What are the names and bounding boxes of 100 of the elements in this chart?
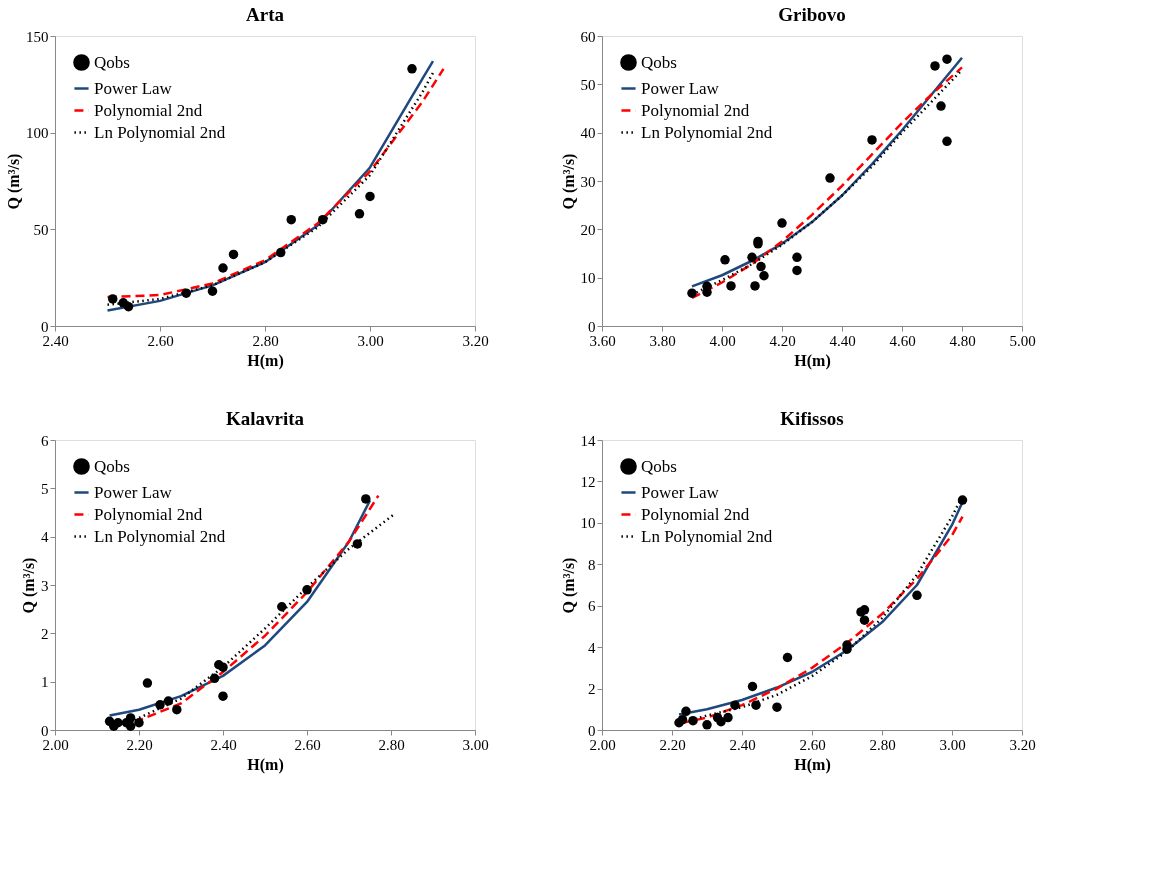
- point: [125, 713, 136, 723]
- y-tick-label: 2: [588, 681, 596, 698]
- chart-title: Kalavrita: [225, 408, 305, 429]
- point: [942, 136, 952, 147]
- point: [209, 673, 220, 684]
- point: [726, 281, 736, 291]
- point: [113, 718, 123, 728]
- x-tick-label: 2.60: [294, 736, 321, 753]
- x-tick-label: 2.20: [126, 736, 153, 753]
- legend-label: Qobs: [641, 456, 677, 476]
- x-tick-label: 4.60: [889, 332, 916, 349]
- x-tick-label: 2.80: [869, 736, 896, 753]
- y-tick-label: 0: [41, 318, 49, 335]
- legend-label: Power Law: [94, 482, 173, 502]
- point: [936, 101, 946, 111]
- point: [747, 681, 758, 692]
- y-tick-label: 100: [26, 125, 49, 142]
- x-tick-label: 3.00: [462, 736, 489, 753]
- point: [365, 191, 375, 202]
- x-tick-label: 2.60: [147, 332, 174, 349]
- point: [792, 252, 802, 263]
- point: [687, 288, 697, 298]
- y-tick-label: 150: [26, 28, 49, 45]
- point: [792, 265, 802, 276]
- y-tick-label: 0: [41, 722, 49, 739]
- y-tick-label: 6: [588, 598, 596, 615]
- legend-label: Polynomial 2nd: [641, 100, 750, 120]
- y-tick-label: 4: [588, 639, 596, 656]
- point: [218, 691, 228, 701]
- point: [772, 702, 782, 712]
- x-tick-label: 3.00: [357, 332, 384, 349]
- x-tick-label: 3.20: [462, 332, 489, 349]
- x-tick-label: 4.80: [949, 332, 976, 349]
- point: [286, 214, 296, 225]
- y-tick-label: 6: [41, 432, 49, 449]
- chart-title: Gribovo: [778, 4, 846, 25]
- point: [354, 209, 365, 219]
- x-axis-title: H(m): [247, 351, 284, 370]
- y-tick-label: 50: [580, 76, 596, 93]
- y-tick-label: 50: [33, 221, 49, 238]
- y-tick-label: 60: [580, 28, 596, 45]
- legend-label: Qobs: [641, 52, 677, 72]
- x-tick-label: 2.20: [659, 736, 686, 753]
- point: [318, 214, 328, 225]
- point: [751, 700, 761, 710]
- point: [181, 288, 191, 298]
- point: [702, 720, 712, 730]
- x-axis-title: H(m): [794, 351, 831, 370]
- point: [930, 61, 940, 71]
- point: [142, 678, 153, 688]
- x-tick-label: 2.60: [799, 736, 826, 753]
- y-tick-label: 40: [580, 125, 596, 142]
- y-axis-title: Q (m³/s): [559, 153, 578, 210]
- y-tick-label: 20: [580, 221, 596, 238]
- y-tick-label: 5: [41, 480, 49, 497]
- legend-label: Polynomial 2nd: [94, 100, 203, 120]
- point: [957, 495, 968, 505]
- point: [912, 590, 922, 601]
- legend-label: Polynomial 2nd: [94, 504, 203, 524]
- point: [730, 700, 740, 710]
- point: [750, 281, 760, 291]
- x-tick-label: 5.00: [1009, 332, 1036, 349]
- point: [747, 252, 757, 263]
- y-tick-label: 14: [580, 432, 596, 449]
- legend-label: Ln Polynomial 2nd: [94, 122, 226, 142]
- point: [681, 706, 691, 717]
- point: [859, 605, 870, 615]
- point: [277, 602, 287, 612]
- point: [756, 261, 766, 272]
- x-tick-label: 2.00: [42, 736, 69, 753]
- x-tick-label: 2.80: [252, 332, 279, 349]
- point: [125, 721, 136, 731]
- x-tick-label: 3.20: [1009, 736, 1036, 753]
- y-tick-label: 2: [41, 625, 49, 642]
- y-tick-label: 12: [580, 473, 596, 490]
- y-tick-label: 4: [41, 529, 49, 546]
- point: [867, 135, 877, 145]
- y-axis-title: Q (m³/s): [5, 153, 23, 210]
- y-tick-label: 0: [588, 722, 596, 739]
- point: [688, 715, 698, 726]
- legend-label: Qobs: [94, 52, 130, 72]
- x-tick-label: 2.80: [378, 736, 405, 753]
- legend-label: Polynomial 2nd: [641, 504, 750, 524]
- y-tick-label: 10: [580, 515, 596, 532]
- x-tick-label: 3.00: [939, 736, 966, 753]
- y-tick-label: 1: [41, 674, 49, 691]
- x-tick-label: 2.00: [589, 736, 616, 753]
- point: [108, 294, 118, 304]
- y-tick-label: 3: [41, 577, 49, 594]
- point: [207, 286, 218, 296]
- point: [407, 64, 417, 74]
- legend-label: Power Law: [641, 78, 720, 98]
- point: [352, 539, 363, 549]
- point: [777, 218, 787, 228]
- point: [134, 718, 144, 728]
- point: [723, 712, 733, 723]
- x-axis-title: H(m): [247, 755, 284, 774]
- x-tick-label: 2.40: [210, 736, 237, 753]
- point: [218, 662, 228, 672]
- point: [720, 255, 730, 265]
